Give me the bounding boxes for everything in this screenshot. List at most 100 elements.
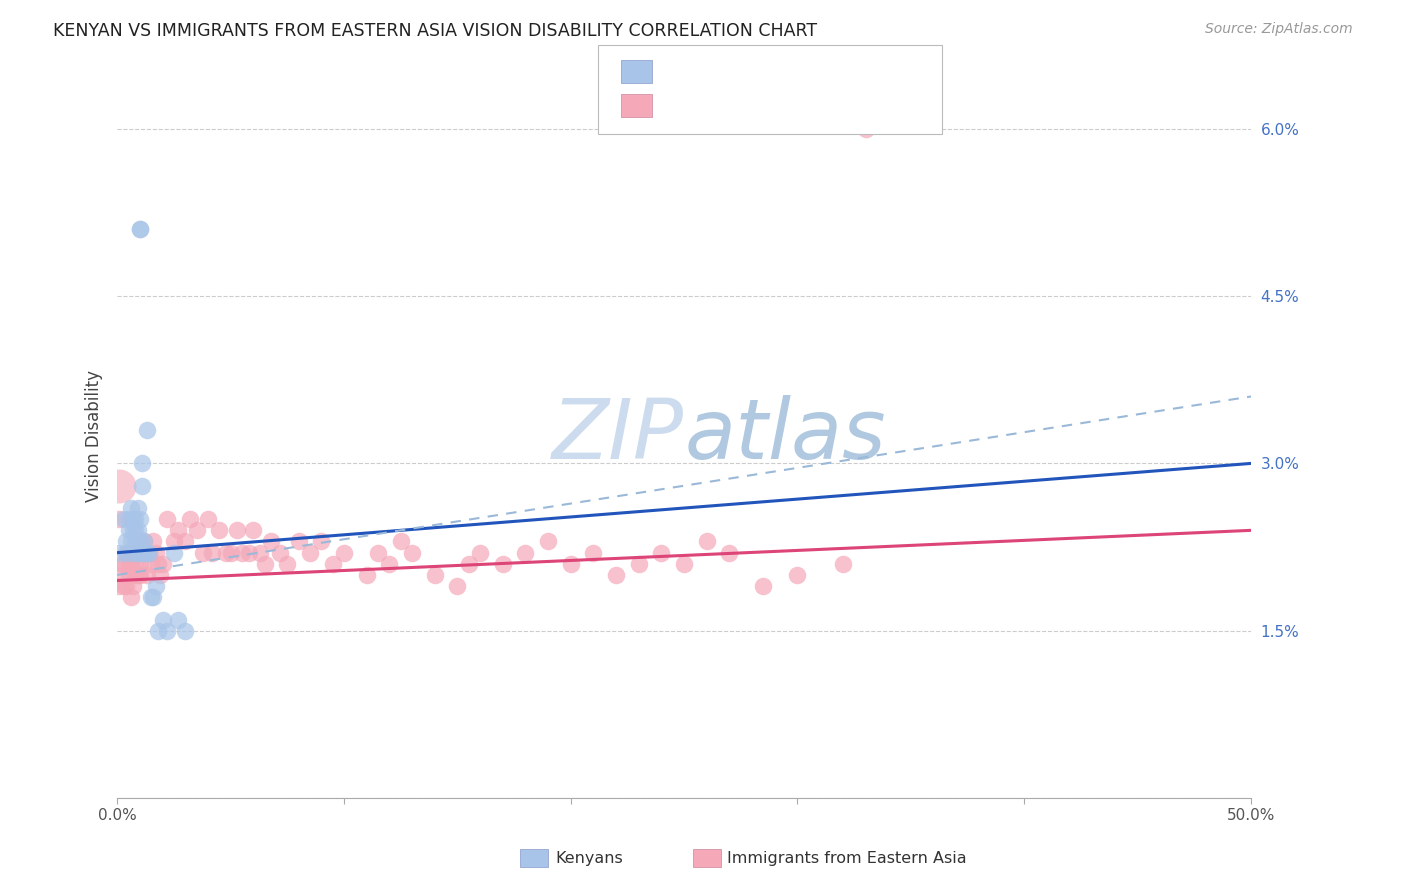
Point	[128, 546, 150, 560]
Point	[174, 534, 197, 549]
Point	[226, 524, 249, 538]
Point	[627, 557, 650, 571]
Point	[696, 534, 718, 549]
Text: atlas: atlas	[685, 395, 886, 476]
Point	[855, 121, 877, 136]
Point	[122, 546, 145, 560]
Point	[560, 557, 582, 571]
Point	[141, 591, 163, 605]
Point	[127, 501, 149, 516]
Point	[152, 557, 174, 571]
Point	[468, 546, 491, 560]
Point	[219, 546, 242, 560]
Point	[673, 557, 696, 571]
Point	[269, 546, 291, 560]
Point	[186, 524, 208, 538]
Point	[152, 613, 174, 627]
Point	[127, 534, 149, 549]
Point	[128, 222, 150, 236]
Point	[423, 568, 446, 582]
Point	[120, 591, 142, 605]
Point	[127, 524, 149, 538]
Point	[108, 512, 131, 526]
Text: ZIP: ZIP	[553, 395, 685, 476]
Point	[115, 546, 138, 560]
Point	[124, 557, 146, 571]
Point	[145, 546, 167, 560]
Point	[149, 568, 172, 582]
Point	[356, 568, 378, 582]
Point	[122, 546, 145, 560]
Point	[111, 568, 134, 582]
Point	[141, 557, 163, 571]
Point	[492, 557, 515, 571]
Point	[128, 568, 150, 582]
Point	[146, 557, 169, 571]
Point	[582, 546, 605, 560]
Point	[131, 479, 153, 493]
Point	[208, 524, 231, 538]
Point	[401, 546, 423, 560]
Point	[138, 546, 160, 560]
Point	[193, 546, 215, 560]
Point	[142, 534, 165, 549]
Text: R =: R =	[658, 64, 693, 78]
Point	[650, 546, 672, 560]
Point	[515, 546, 537, 560]
Point	[135, 423, 157, 437]
Text: 86: 86	[787, 98, 810, 112]
Point	[122, 524, 145, 538]
Text: KENYAN VS IMMIGRANTS FROM EASTERN ASIA VISION DISABILITY CORRELATION CHART: KENYAN VS IMMIGRANTS FROM EASTERN ASIA V…	[53, 22, 817, 40]
Point	[163, 534, 186, 549]
Point	[128, 534, 150, 549]
Point	[128, 512, 150, 526]
Point	[135, 568, 157, 582]
Point	[108, 579, 131, 593]
Point	[333, 546, 356, 560]
Point	[174, 624, 197, 638]
Point	[260, 534, 283, 549]
Text: 39: 39	[787, 64, 810, 78]
Point	[231, 546, 253, 560]
Point	[120, 557, 142, 571]
Point	[138, 546, 160, 560]
Point	[128, 222, 150, 236]
Point	[238, 546, 260, 560]
Text: Kenyans: Kenyans	[555, 851, 623, 865]
Point	[128, 557, 150, 571]
Point	[378, 557, 401, 571]
Point	[124, 534, 146, 549]
Point	[112, 557, 135, 571]
Point	[117, 557, 139, 571]
Point	[135, 546, 157, 560]
Point	[167, 613, 190, 627]
Point	[156, 624, 179, 638]
Point	[276, 557, 298, 571]
Point	[115, 534, 138, 549]
Point	[122, 512, 145, 526]
Point	[124, 524, 146, 538]
Point	[146, 624, 169, 638]
Point	[367, 546, 389, 560]
Point	[242, 524, 264, 538]
Point	[122, 579, 145, 593]
Point	[117, 568, 139, 582]
Point	[120, 501, 142, 516]
Point	[117, 512, 139, 526]
Point	[215, 546, 238, 560]
Text: 0.094: 0.094	[689, 98, 740, 112]
Text: N =: N =	[741, 98, 787, 112]
Point	[201, 546, 224, 560]
Point	[322, 557, 344, 571]
Point	[117, 524, 139, 538]
Point	[142, 591, 165, 605]
Point	[145, 579, 167, 593]
Point	[108, 479, 131, 493]
Point	[111, 557, 134, 571]
Point	[127, 546, 149, 560]
Text: N =: N =	[741, 64, 787, 78]
Text: R =: R =	[658, 98, 693, 112]
Point	[112, 579, 135, 593]
Point	[831, 557, 853, 571]
Point	[108, 546, 131, 560]
